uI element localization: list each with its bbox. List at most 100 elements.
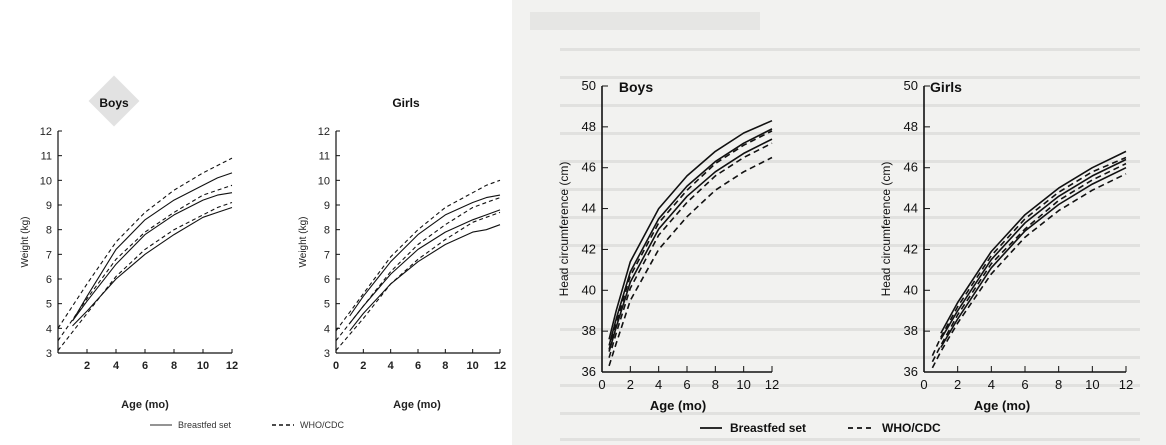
x-tick-label: 12	[494, 360, 506, 372]
y-tick-label: 44	[582, 201, 596, 216]
who-cdc-line-6	[931, 156, 1127, 357]
breastfed-line-1	[349, 194, 501, 317]
chart-title: Boys	[99, 96, 129, 110]
who-cdc-line-4	[335, 179, 501, 332]
x-axis-label: Age (mo)	[650, 398, 706, 413]
y-tick-label: 3	[46, 348, 52, 360]
who-cdc-line-4	[57, 157, 233, 329]
y-tick-label: 46	[904, 160, 918, 175]
y-axis-label: Weight (kg)	[20, 217, 31, 268]
y-tick-label: 5	[46, 299, 52, 311]
legend-left: Breastfed set WHO/CDC	[150, 420, 344, 430]
y-tick-label: 42	[582, 241, 596, 256]
breastfed-line-2	[940, 150, 1127, 334]
y-tick-label: 42	[904, 241, 918, 256]
legend-breastfed-label: Breastfed set	[178, 420, 232, 430]
y-tick-label: 12	[40, 126, 52, 138]
legend-right: Breastfed set WHO/CDC	[700, 421, 941, 435]
y-tick-label: 36	[582, 364, 596, 379]
y-tick-label: 3	[324, 348, 330, 360]
y-tick-label: 11	[41, 151, 52, 163]
y-tick-label: 6	[324, 274, 330, 286]
y-tick-label: 48	[904, 119, 918, 134]
breastfed-line-3	[608, 119, 773, 340]
breastfed-line-3	[72, 206, 233, 327]
x-axis-label: Age (mo)	[121, 399, 169, 411]
breastfed-line-2	[72, 192, 233, 322]
legend-who-label: WHO/CDC	[300, 420, 344, 430]
title-badge	[88, 75, 140, 127]
y-tick-label: 6	[46, 274, 52, 286]
y-tick-label: 10	[318, 175, 330, 187]
x-tick-label: 6	[1021, 377, 1028, 392]
x-tick-label: 2	[84, 360, 90, 372]
chart-title: Girls	[930, 79, 962, 95]
chart-title: Boys	[619, 79, 653, 95]
x-tick-label: 0	[598, 377, 605, 392]
chart-1: 3 4 5 6 7 8 9 10 11 12 2 4 6 8 10 12 Boys Age (mo) Weight …	[20, 96, 238, 411]
y-tick-label: 48	[582, 119, 596, 134]
x-tick-label: 6	[683, 377, 690, 392]
y-tick-label: 10	[40, 175, 52, 187]
x-tick-label: 10	[1085, 377, 1099, 392]
y-axis-label: Weight (kg)	[298, 217, 309, 268]
breastfed-line-1	[608, 138, 773, 352]
y-tick-label: 9	[46, 200, 52, 212]
who-cdc-line-6	[57, 201, 233, 351]
breastfed-line-1	[72, 172, 233, 322]
breastfed-line-3	[940, 166, 1127, 348]
x-tick-label: 4	[113, 360, 120, 372]
x-tick-label: 6	[415, 360, 421, 372]
who-cdc-line-6	[608, 130, 773, 350]
x-tick-label: 0	[920, 377, 927, 392]
y-axis-label: Head circumference (cm)	[879, 162, 893, 297]
x-tick-label: 0	[333, 360, 339, 372]
x-tick-label: 12	[226, 360, 238, 372]
breastfed-line-3	[349, 224, 501, 332]
who-cdc-line-4	[931, 173, 1127, 369]
who-cdc-line-5	[608, 142, 773, 358]
x-tick-label: 2	[360, 360, 366, 372]
head-circumference-figure-panel	[512, 0, 1166, 445]
y-axis-label: Head circumference (cm)	[557, 162, 571, 297]
y-tick-label: 7	[46, 249, 52, 261]
who-cdc-line-4	[608, 156, 773, 367]
y-tick-label: 11	[319, 151, 330, 163]
y-tick-label: 50	[582, 78, 596, 93]
y-tick-label: 50	[904, 78, 918, 93]
x-tick-label: 8	[712, 377, 719, 392]
y-tick-label: 4	[46, 323, 52, 335]
y-tick-label: 38	[582, 323, 596, 338]
x-tick-label: 10	[197, 360, 209, 372]
x-tick-label: 4	[655, 377, 662, 392]
x-tick-label: 2	[627, 377, 634, 392]
y-tick-label: 38	[904, 323, 918, 338]
who-cdc-line-5	[57, 184, 233, 342]
who-cdc-line-6	[335, 211, 501, 351]
y-tick-label: 40	[582, 282, 596, 297]
y-tick-label: 9	[324, 200, 330, 212]
x-axis-label: Age (mo)	[974, 398, 1030, 413]
y-tick-label: 5	[324, 299, 330, 311]
x-tick-label: 8	[442, 360, 448, 372]
y-tick-label: 7	[324, 249, 330, 261]
y-tick-label: 40	[904, 282, 918, 297]
x-tick-label: 12	[1119, 377, 1133, 392]
y-tick-label: 46	[582, 160, 596, 175]
x-tick-label: 10	[736, 377, 750, 392]
y-tick-label: 8	[324, 225, 330, 237]
who-cdc-line-5	[931, 162, 1127, 363]
chart-title: Girls	[392, 96, 420, 110]
x-tick-label: 8	[171, 360, 177, 372]
x-tick-label: 10	[467, 360, 479, 372]
x-tick-label: 12	[765, 377, 779, 392]
y-tick-label: 8	[46, 225, 52, 237]
y-tick-label: 44	[904, 201, 918, 216]
y-tick-label: 36	[904, 364, 918, 379]
x-tick-label: 2	[954, 377, 961, 392]
background-scan-texture	[530, 12, 1140, 441]
x-axis-label: Age (mo)	[393, 399, 441, 411]
